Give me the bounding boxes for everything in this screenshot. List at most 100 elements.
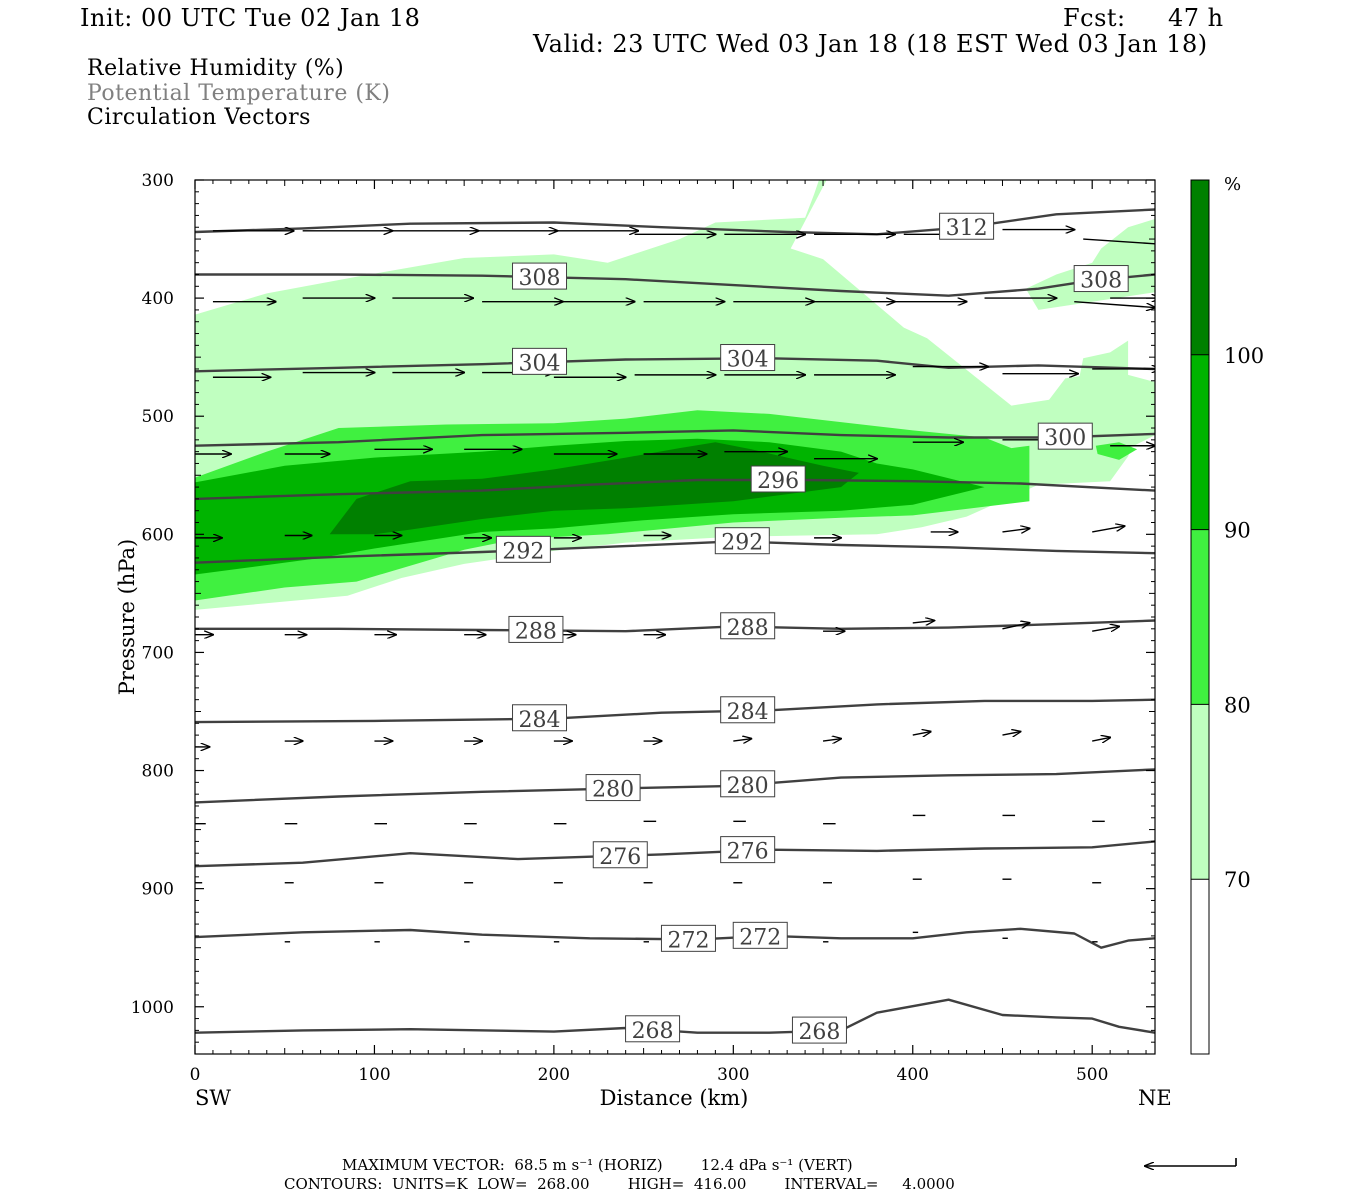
legend-rh: Relative Humidity (%)	[87, 56, 345, 81]
theta-label: 312	[946, 216, 988, 241]
theta-label-box	[1037, 422, 1093, 450]
colorbar-level-label: 100	[1224, 344, 1264, 368]
theta-label-box	[720, 612, 776, 640]
theta-label: 284	[519, 708, 561, 733]
colorbar-level-label: 80	[1224, 693, 1251, 717]
theta-contour-284	[195, 698, 1155, 724]
init-time: Init: 00 UTC Tue 02 Jan 18	[80, 4, 421, 32]
x-tick-label: 400	[897, 1065, 929, 1085]
theta-label-box	[1073, 265, 1129, 293]
theta-label-box	[625, 1015, 681, 1043]
theta-label: 284	[727, 700, 769, 725]
theta-label-box	[720, 696, 776, 724]
theta-label: 292	[721, 531, 763, 556]
theta-label: 272	[667, 928, 709, 953]
theta-label-box	[495, 535, 551, 563]
y-tick-label: 500	[142, 407, 174, 427]
rh-region-80	[1095, 442, 1138, 460]
colorbar-level-label: 70	[1224, 868, 1251, 892]
theta-label-layer: 312 308 308 304 304 300 296 292 292 288 288 284 284 2…	[495, 212, 1129, 1045]
theta-contour-272	[195, 927, 1155, 949]
theta-label: 276	[599, 845, 641, 870]
colorbar-unit: %	[1224, 174, 1241, 195]
colorbar-segment	[1191, 704, 1209, 880]
theta-label: 304	[727, 348, 769, 373]
theta-label: 280	[592, 778, 634, 803]
theta-contour-312	[195, 208, 1155, 236]
circulation-vector	[822, 739, 841, 741]
theta-label-box	[720, 344, 776, 372]
theta-label-box	[720, 836, 776, 864]
theta-label: 292	[502, 539, 544, 564]
theta-label-box	[660, 924, 716, 952]
x-tick-label: 200	[538, 1065, 570, 1085]
rh-region-70	[1025, 219, 1155, 310]
legend-theta: Potential Temperature (K)	[87, 81, 391, 106]
x-tick-label: 0	[190, 1065, 201, 1085]
forecast-label: Fcst:	[1063, 4, 1126, 32]
y-tick-label: 1000	[131, 998, 174, 1018]
x-axis-right-end: NE	[1138, 1086, 1172, 1110]
max-vector-note: MAXIMUM VECTOR: 68.5 m s⁻¹ (HORIZ) 12.4 …	[342, 1156, 853, 1174]
y-axis-title: Pressure (hPa)	[115, 539, 139, 695]
legend-vectors: Circulation Vectors	[87, 105, 311, 130]
y-tick-label: 700	[142, 643, 174, 663]
x-axis-left-end: SW	[195, 1086, 231, 1110]
circulation-vector	[1002, 528, 1029, 532]
colorbar-frame	[1190, 179, 1210, 1055]
theta-label-box	[512, 704, 568, 732]
theta-label: 288	[727, 616, 769, 641]
y-tick-label: 600	[142, 525, 174, 545]
circulation-vector	[733, 739, 751, 741]
x-tick-label: 500	[1076, 1065, 1108, 1085]
y-tick-label: 300	[142, 171, 174, 191]
theta-label-box	[592, 841, 648, 869]
theta-label: 288	[515, 619, 557, 644]
y-tick-label: 900	[142, 880, 174, 900]
theta-label: 268	[632, 1019, 674, 1044]
colorbar-segment	[1191, 180, 1209, 355]
theta-label: 280	[727, 774, 769, 799]
theta-contour-308	[195, 273, 1155, 297]
theta-contour-296	[195, 478, 1155, 501]
circulation-vector	[1092, 526, 1124, 533]
colorbar-segment	[1191, 354, 1209, 530]
x-tick-label: 100	[358, 1065, 390, 1085]
contour-info-note: CONTOURS: UNITS=K LOW= 268.00 HIGH= 416.…	[284, 1175, 955, 1193]
axis-layer: 300 400 500 600 700 800 900 1000 0 100 200 300 400 50…	[131, 171, 1155, 1085]
circulation-vector	[1092, 626, 1119, 631]
theta-label-box	[585, 774, 641, 802]
theta-label: 296	[757, 469, 799, 494]
theta-label: 272	[739, 925, 781, 950]
theta-label-box	[750, 465, 806, 493]
theta-contour-280	[195, 768, 1155, 804]
rh-region-100	[329, 442, 859, 535]
theta-contour-276	[195, 840, 1155, 868]
theta-label-box	[512, 347, 568, 375]
x-axis-title: Distance (km)	[600, 1086, 749, 1110]
forecast-hour: 47 h	[1168, 4, 1224, 32]
theta-label-box	[732, 921, 788, 949]
x-tick-label: 300	[717, 1065, 749, 1085]
theta-label-box	[714, 527, 770, 555]
circulation-vector	[1083, 238, 1155, 245]
circulation-vector	[1002, 623, 1029, 630]
theta-label: 268	[798, 1020, 840, 1045]
colorbar: 100 90 80 70%	[1190, 174, 1264, 1055]
theta-label: 304	[519, 351, 561, 376]
y-tick-label: 400	[142, 289, 174, 309]
colorbar-level-label: 90	[1224, 519, 1251, 543]
circulation-vector	[912, 732, 931, 736]
circulation-vector	[1002, 732, 1020, 736]
theta-label-box	[939, 212, 995, 240]
colorbar-segment	[1191, 529, 1209, 705]
theta-label: 276	[727, 840, 769, 865]
theta-contour-288	[195, 619, 1155, 633]
theta-label: 308	[1080, 269, 1122, 294]
theta-label-box	[791, 1016, 847, 1044]
theta-contour-300	[195, 429, 1155, 447]
theta-label: 308	[519, 266, 561, 291]
theta-label-box	[512, 262, 568, 290]
reference-vector	[1145, 1158, 1237, 1166]
